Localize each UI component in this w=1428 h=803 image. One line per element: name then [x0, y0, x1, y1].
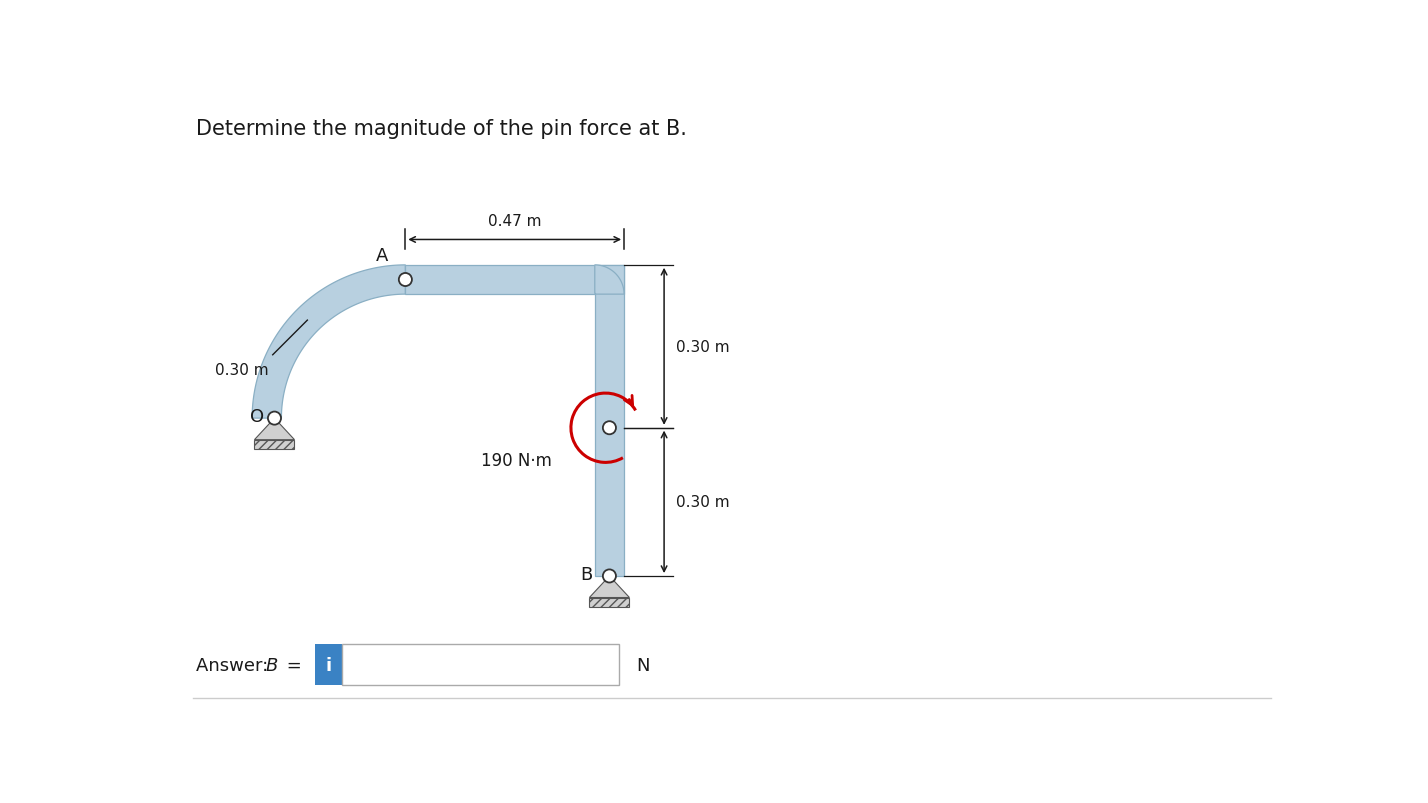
- Polygon shape: [595, 266, 624, 295]
- Circle shape: [268, 412, 281, 425]
- Polygon shape: [254, 440, 294, 450]
- Text: B: B: [580, 565, 593, 583]
- Text: 190 N·m: 190 N·m: [481, 451, 551, 470]
- Text: B: B: [266, 656, 277, 674]
- Circle shape: [603, 422, 615, 434]
- Circle shape: [398, 274, 411, 287]
- Text: N: N: [637, 656, 650, 674]
- Polygon shape: [590, 577, 630, 597]
- Text: 0.47 m: 0.47 m: [488, 214, 541, 229]
- Text: O: O: [250, 407, 264, 426]
- Text: =: =: [281, 656, 301, 674]
- Polygon shape: [595, 266, 624, 577]
- Polygon shape: [590, 597, 630, 607]
- Polygon shape: [254, 418, 294, 440]
- Text: i: i: [326, 656, 331, 674]
- Text: Answer:: Answer:: [196, 656, 274, 674]
- Text: A: A: [376, 247, 388, 264]
- Text: 0.30 m: 0.30 m: [216, 363, 268, 378]
- Text: Determine the magnitude of the pin force at B.: Determine the magnitude of the pin force…: [196, 119, 687, 139]
- Text: 0.30 m: 0.30 m: [675, 495, 730, 510]
- Bar: [314, 645, 343, 685]
- Polygon shape: [406, 266, 624, 295]
- Bar: [343, 645, 620, 685]
- Polygon shape: [253, 266, 406, 418]
- Circle shape: [603, 569, 615, 583]
- Text: 0.30 m: 0.30 m: [675, 340, 730, 354]
